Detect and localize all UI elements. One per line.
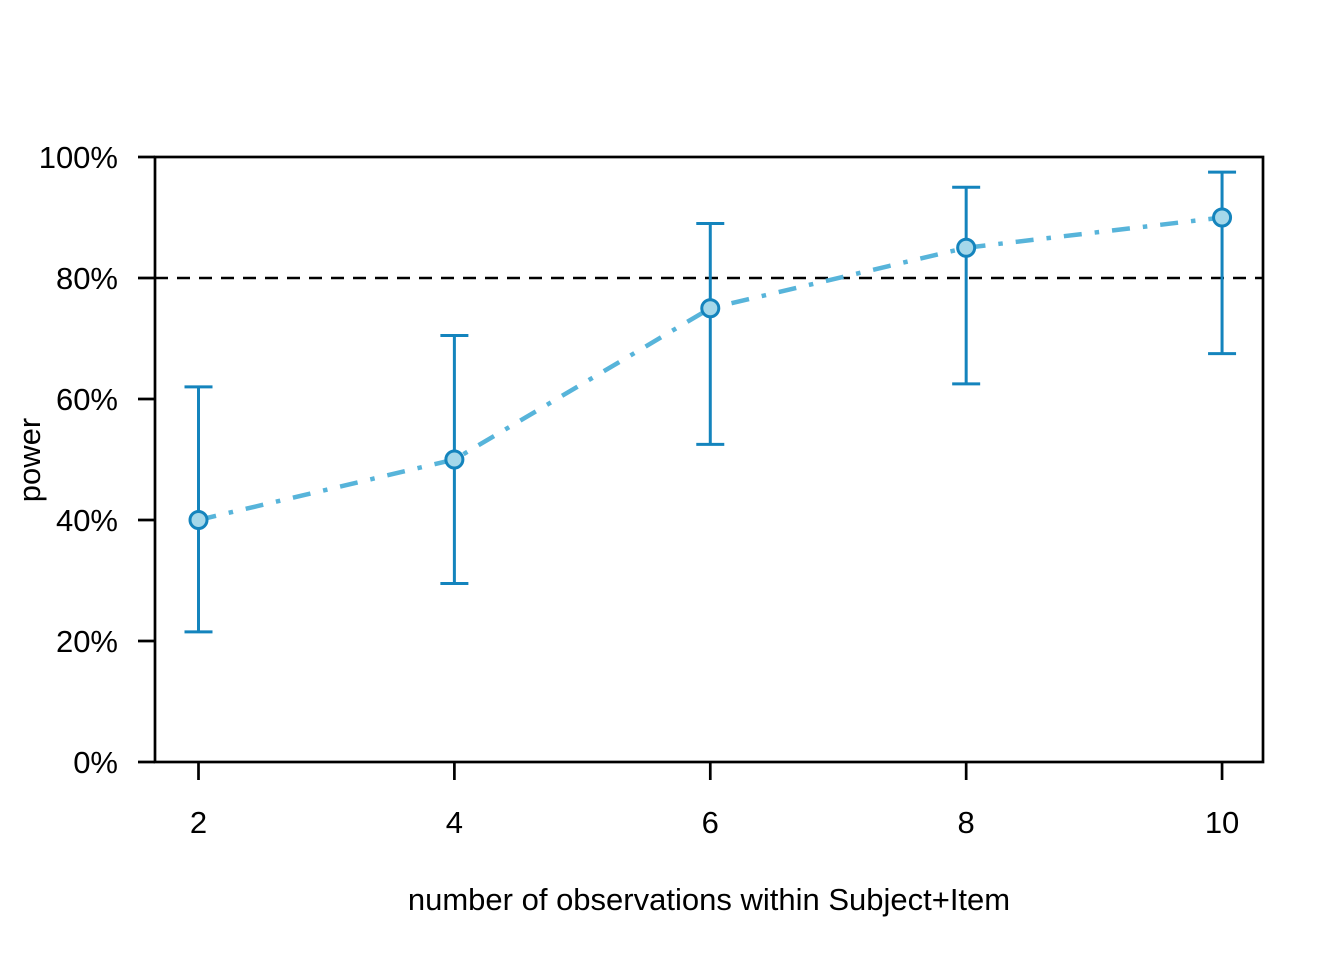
x-tick-label: 6: [702, 805, 719, 840]
y-tick-label: 20%: [56, 624, 118, 659]
data-point: [444, 449, 465, 470]
data-point: [700, 298, 721, 319]
data-point: [188, 510, 209, 530]
y-tick-label: 80%: [56, 261, 118, 296]
x-tick-label: 4: [446, 805, 463, 840]
x-axis-title: number of observations within Subject+It…: [408, 882, 1010, 917]
x-tick-label: 2: [190, 805, 207, 840]
y-tick-label: 60%: [56, 382, 118, 417]
y-tick-label: 0%: [73, 745, 118, 780]
x-tick-label: 10: [1205, 805, 1239, 840]
y-tick-label: 100%: [39, 140, 118, 175]
data-point: [1212, 207, 1233, 228]
plot-area: 0% 20% 40% 60% 80% 100% 2 4 6 8 10: [39, 140, 1265, 840]
y-axis-title: power: [12, 418, 47, 502]
y-tick-label: 40%: [56, 503, 118, 538]
data-point: [956, 237, 977, 258]
x-tick-label: 8: [958, 805, 975, 840]
